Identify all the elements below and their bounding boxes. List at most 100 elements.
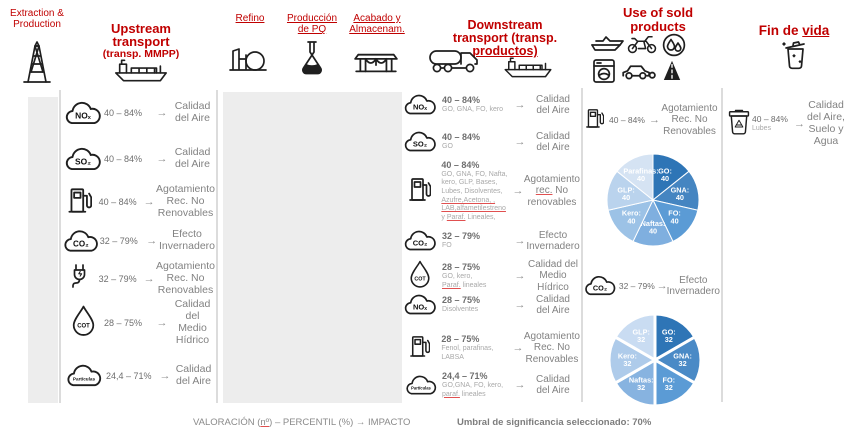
percent-range: 32 – 79%: [98, 274, 137, 284]
arrow-icon: →: [514, 299, 526, 311]
products-list: Lubes: [752, 125, 772, 133]
percent-range: 32 – 79%: [99, 236, 138, 246]
use-column-left-border: [581, 88, 583, 402]
refinery-icon: [229, 48, 267, 71]
percent-range: 32 – 79%: [442, 231, 481, 242]
tanker-truck-icon: [429, 50, 478, 73]
products-part-misspelled: Azufre,Acetona, ,: [441, 196, 496, 204]
impact-label: Agotamiento Rec. No Renovables: [156, 183, 215, 219]
cargo-ship-icon: [114, 59, 168, 82]
pie-chart-efecto-invernadero: GO: 32 GNA: 32 FO: 32 Naftas: 32 Kero: 32 GLP: 32: [607, 312, 703, 408]
electric-plug-icon: [72, 263, 86, 288]
impact-label: Calidad del Aire: [536, 373, 570, 396]
upstream-column-right-border: [216, 90, 218, 403]
impact-row-upstream-so2: SO₂ 40 – 84% → Calidad del Aire: [62, 140, 215, 178]
products-part: lineales: [460, 281, 487, 289]
stage-title-acabado: Acabado y Almacenam.: [346, 13, 408, 35]
percent-range: 40 – 84%: [441, 159, 480, 170]
products-list: GO, kero, Paraf. lineales: [442, 273, 514, 290]
nox-cloud-icon: NOₓ: [65, 101, 101, 124]
arrow-icon: →: [794, 118, 805, 130]
svg-text:GNA:40: GNA: 40: [671, 185, 690, 202]
recycle-bin-icon: [728, 109, 750, 135]
impact-label: Efecto Invernadero: [666, 274, 720, 297]
products-part: GO,GNA, FO, kero,: [442, 381, 504, 389]
svg-text:Parafinas:40: Parafinas: 40: [623, 167, 658, 184]
stage-title-acabado-text: Acabado y Almacenam.: [349, 13, 405, 35]
products-list: GO, GNA, FO, Nafta, kero, GLP, Bases, Lu…: [441, 171, 512, 222]
chem-label: NOₓ: [413, 303, 427, 312]
stage-title-produccion-pq: Producción de PQ: [283, 13, 341, 35]
oil-derrick-icon: [23, 41, 51, 83]
percent-cell: 28 – 75% Fenol, parafinas, LABSA: [437, 334, 512, 362]
impact-row-downstream-nox2: NOₓ 28 – 75% Disolventes → Calidad del A…: [402, 288, 580, 322]
products-list: GO, GNA, FO, kero: [442, 106, 504, 114]
arrow-icon: →: [514, 136, 526, 148]
impact-part: Agotamiento: [523, 174, 580, 186]
impact-row-upstream-co2: CO₂ 32 – 79% → Efecto Invernadero: [62, 222, 215, 260]
fuel-pump-icon: [409, 335, 430, 357]
impact-row-downstream-nox: NOₓ 40 – 84% GO, GNA, FO, kero → Calidad…: [402, 88, 580, 122]
impact-label: Calidad del Aire: [175, 363, 212, 387]
boat-icon: [591, 36, 624, 51]
flask-icon: [302, 41, 322, 75]
svg-text:FO:32: FO: 32: [663, 375, 676, 392]
percent-range: 28 – 75%: [104, 318, 143, 328]
percent-range: 28 – 75%: [442, 261, 481, 272]
icon-cell: [726, 107, 752, 142]
percent-range: 32 – 79%: [618, 281, 655, 291]
impact-row-upstream-electricity: 32 – 79% → Agotamiento Rec. No Renovable…: [62, 256, 215, 302]
chem-label: COT: [77, 324, 90, 330]
legend-part: ) – PERCENTIL (%) → IMPACTO: [269, 417, 411, 428]
stage-title-fin-de-vida: Fin de vida: [742, 10, 846, 38]
legend-part-misspelled: nº: [260, 417, 270, 428]
stage-title-extraction-text: Extraction & Production: [10, 8, 64, 30]
chem-label: SO₂: [413, 140, 427, 149]
impact-row-use-co2: CO₂ 32 – 79% → Efecto Invernadero: [583, 266, 720, 306]
products-list: GO: [442, 143, 453, 151]
cot-drop-icon: COT: [72, 305, 94, 336]
impact-row-upstream-cot: COT 28 – 75% → Calidad del Medio Hídrico: [62, 298, 215, 346]
car-icon: [622, 65, 656, 80]
co2-cloud-icon: CO₂: [404, 230, 436, 251]
icon-cell: [402, 332, 437, 365]
svg-text:Naftas:32: Naftas: 32: [629, 375, 654, 392]
products-part: GO, kero,: [442, 272, 473, 280]
fuel-pump-icon: [68, 187, 93, 213]
products-part-misspelled: LAB,alfametilestreno: [441, 205, 506, 213]
percent-range: 40 – 84%: [752, 114, 788, 125]
percent-cell: 28 – 75% GO, kero, Paraf. lineales: [438, 262, 514, 290]
co2-cloud-icon: CO₂: [585, 276, 616, 296]
percent-range: 40 – 84%: [104, 108, 143, 118]
chem-label: CO₂: [593, 283, 607, 292]
arrow-icon: →: [514, 99, 526, 111]
percent-range: 40 – 84%: [442, 95, 481, 106]
arrow-icon: →: [656, 280, 668, 292]
arrow-icon: →: [514, 235, 526, 247]
impact-row-upstream-nox: NOₓ 40 – 84% → Calidad del Aire: [62, 94, 215, 132]
percent-range: 40 – 84%: [104, 154, 143, 164]
arrow-icon: →: [156, 317, 168, 329]
nox-cloud-icon: NOₓ: [404, 294, 436, 315]
svg-text:Kero:32: Kero: 32: [618, 352, 637, 369]
products-part-misspelled: Paraf.: [446, 213, 466, 221]
impact-label: Calidad del Aire: [536, 93, 570, 116]
impact-label: Efecto Invernadero: [158, 228, 215, 252]
impact-label: Calidad del Aire, Suelo y Agua: [807, 99, 845, 147]
impact-label: Calidad del Aire: [536, 130, 570, 153]
products-part: Lineales,: [465, 213, 496, 221]
percent-cell: 40 – 84% GO, GNA, FO, kero: [438, 95, 514, 115]
svg-text:GLP:40: GLP: 40: [617, 185, 634, 202]
impact-row-downstream-fuel: 40 – 84% GO, GNA, FO, Nafta, kero, GLP, …: [402, 158, 580, 224]
percent-cell: 24,4 – 71% GO,GNA, FO, kero, paraf. line…: [440, 371, 514, 399]
percent-range: 40 – 84%: [609, 115, 645, 125]
impact-label: Calidad del Aire: [174, 100, 211, 124]
percent-range: 24,4 – 71%: [106, 371, 152, 381]
so2-cloud-icon: SO₂: [404, 131, 436, 152]
impact-row-use-fuel: 40 – 84% → Agotamiento Rec. No Renovable…: [585, 96, 720, 144]
svg-text:GLP:32: GLP: 32: [632, 328, 649, 345]
icon-cell: [585, 105, 605, 136]
svg-text:GO:32: GO: 32: [662, 328, 676, 345]
